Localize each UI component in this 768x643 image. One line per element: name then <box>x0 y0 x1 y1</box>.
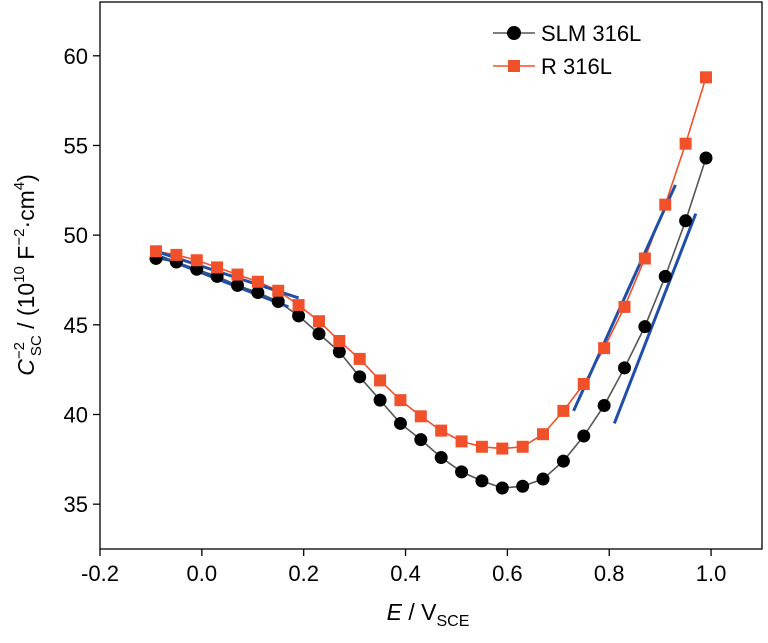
data-point-r <box>435 424 448 437</box>
data-point-r <box>231 268 244 281</box>
y-tick-label: 40 <box>64 402 88 427</box>
data-point-slm <box>373 393 387 407</box>
data-point-slm <box>556 454 570 468</box>
data-point-r <box>312 315 325 328</box>
data-point-slm <box>292 309 306 323</box>
series-line <box>155 77 707 450</box>
legend-marker <box>507 26 521 40</box>
data-point-r <box>394 394 407 407</box>
data-point-r <box>496 442 509 455</box>
data-point-r <box>577 378 590 391</box>
x-tick-label: 0.4 <box>390 561 421 586</box>
y-tick-label: 35 <box>64 492 88 517</box>
data-point-slm <box>618 361 632 375</box>
x-tick-label: -0.2 <box>81 561 119 586</box>
data-point-slm <box>251 286 265 300</box>
data-point-r <box>598 342 611 355</box>
y-tick-label: 60 <box>64 44 88 69</box>
data-point-r <box>374 374 387 387</box>
data-point-r <box>699 71 712 84</box>
data-point-r <box>638 252 651 265</box>
data-point-r <box>659 198 672 211</box>
marker-layer <box>149 71 713 495</box>
data-point-r <box>353 352 366 365</box>
data-point-slm <box>353 370 367 384</box>
legend: SLM 316L R 316L <box>493 21 641 79</box>
legend-label: R 316L <box>541 54 612 79</box>
series-layer <box>155 77 707 489</box>
data-point-r <box>292 299 305 312</box>
data-point-r <box>150 245 163 258</box>
x-tick-label: 0.8 <box>594 561 625 586</box>
data-point-r <box>170 248 183 261</box>
x-tick-label: 0.0 <box>187 561 218 586</box>
y-tick-label: 55 <box>64 133 88 158</box>
data-point-slm <box>393 416 407 430</box>
data-point-slm <box>699 151 713 165</box>
data-point-slm <box>638 320 652 334</box>
data-point-r <box>211 261 224 274</box>
data-point-r <box>272 284 285 297</box>
data-point-slm <box>230 278 244 292</box>
axes: -0.2 0.0 0.2 0.4 0.6 0.8 1.0 35 40 45 50 55 60 <box>64 1 763 586</box>
data-point-r <box>679 137 692 150</box>
data-point-slm <box>434 451 448 465</box>
data-point-slm <box>577 429 591 443</box>
x-axis-title: E / VSCE <box>387 599 470 630</box>
plot-frame <box>99 1 763 550</box>
data-point-r <box>251 275 264 288</box>
data-point-r <box>516 440 529 453</box>
fit-lines <box>155 184 698 425</box>
y-tick-label: 50 <box>64 223 88 248</box>
data-point-slm <box>658 269 672 283</box>
data-point-slm <box>679 214 693 228</box>
x-tick-label: 0.2 <box>288 561 319 586</box>
data-point-slm <box>271 295 285 309</box>
data-point-slm <box>332 345 346 359</box>
data-point-slm <box>597 399 611 413</box>
data-point-r <box>333 334 346 347</box>
data-point-slm <box>516 479 530 493</box>
data-point-r <box>557 404 570 417</box>
y-axis-title: C−2SC / (1010 F−2·cm4) <box>11 174 45 376</box>
series-line <box>155 157 707 489</box>
data-point-slm <box>455 465 469 479</box>
x-tick-label: 1.0 <box>696 561 727 586</box>
fit-line <box>572 184 677 412</box>
fit-line <box>612 213 698 425</box>
data-point-slm <box>414 433 428 447</box>
data-point-slm <box>536 472 550 486</box>
data-point-slm <box>495 481 509 495</box>
x-tick-label: 0.6 <box>492 561 523 586</box>
data-point-slm <box>312 327 326 341</box>
y-tick-label: 45 <box>64 313 88 338</box>
data-point-r <box>190 254 203 267</box>
data-point-r <box>618 300 631 313</box>
data-point-slm <box>475 474 489 488</box>
data-point-r <box>414 410 427 423</box>
legend-marker <box>508 60 520 72</box>
data-point-r <box>537 428 550 441</box>
data-point-r <box>455 435 468 448</box>
legend-label: SLM 316L <box>541 21 641 46</box>
data-point-r <box>475 440 488 453</box>
